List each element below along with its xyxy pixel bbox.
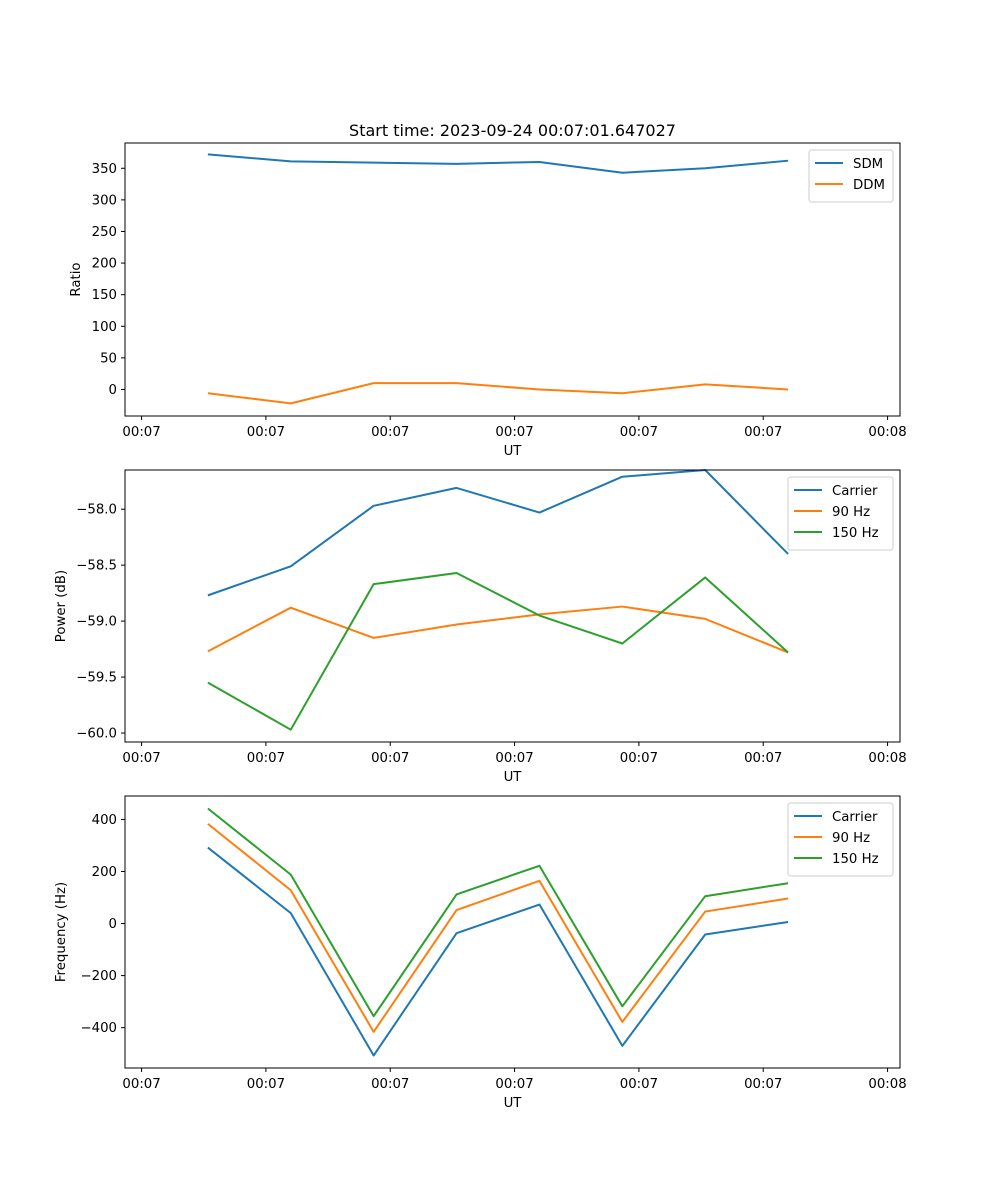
power-x-axis-label: UT [504, 770, 523, 785]
ratio-x-tick-label: 00:07 [371, 425, 409, 440]
frequency-x-tick-label: 00:07 [122, 1077, 160, 1092]
frequency-series-line-150-hz [207, 807, 789, 1018]
ratio-axes-frame [124, 142, 901, 417]
power-x-tick-label: 00:08 [868, 751, 906, 766]
frequency-axes-frame [124, 795, 901, 1069]
frequency-legend-label: 150 Hz [832, 852, 879, 867]
ratio-y-tick-label: 350 [92, 162, 117, 177]
ratio-y-tick-label: 250 [92, 225, 117, 240]
frequency-y-tick-label: 200 [92, 865, 117, 880]
figure-title: Start time: 2023-09-24 00:07:01.647027 [349, 121, 676, 140]
power-axes-frame [124, 469, 901, 743]
power-x-tick-label: 00:07 [495, 751, 533, 766]
ratio-x-tick-label: 00:07 [247, 425, 285, 440]
frequency-y-tick-label: −400 [80, 1021, 117, 1036]
ratio-x-tick-label: 00:07 [122, 425, 160, 440]
frequency-y-tick-label: 0 [109, 917, 117, 932]
power-y-tick-label: −59.0 [76, 615, 117, 630]
ratio-y-tick-label: 50 [100, 351, 117, 366]
power-legend-label: Carrier [832, 484, 878, 499]
ratio-y-tick-label: 100 [92, 320, 117, 335]
ratio-x-tick-label: 00:08 [868, 425, 906, 440]
frequency-y-axis-label: Frequency (Hz) [54, 882, 69, 982]
frequency-legend-label: Carrier [832, 810, 878, 825]
power-legend-label: 150 Hz [832, 526, 879, 541]
power-x-tick-label: 00:07 [122, 751, 160, 766]
ratio-legend: SDM DDM [808, 149, 894, 203]
ratio-y-tick-label: 300 [92, 193, 117, 208]
ratio-y-tick-label: 200 [92, 257, 117, 272]
power-panel: 00:07 00:07 00:07 00:07 00:07 00:07 00:08 −60.0… [54, 469, 907, 785]
ratio-x-tick-label: 00:07 [620, 425, 658, 440]
power-y-axis-label: Power (dB) [54, 570, 69, 642]
power-y-tick-label: −59.5 [76, 671, 117, 686]
frequency-x-tick-label: 00:08 [868, 1077, 906, 1092]
frequency-x-tick-label: 00:07 [620, 1077, 658, 1092]
ratio-y-tick-label: 0 [109, 383, 117, 398]
power-series-line-150-hz [207, 571, 789, 731]
power-x-tick-label: 00:07 [620, 751, 658, 766]
frequency-y-tick-label: 400 [92, 813, 117, 828]
frequency-legend: Carrier 90 Hz 150 Hz [787, 802, 894, 877]
power-legend-label: 90 Hz [832, 505, 870, 520]
power-y-tick-label: −58.5 [76, 559, 117, 574]
power-x-tick-label: 00:07 [744, 751, 782, 766]
power-y-tick-label: −58.0 [76, 503, 117, 518]
ratio-y-tick-label: 150 [92, 288, 117, 303]
frequency-x-tick-label: 00:07 [495, 1077, 533, 1092]
ratio-legend-label: DDM [853, 178, 885, 193]
power-series-line-90-hz [207, 605, 789, 654]
power-legend: Carrier 90 Hz 150 Hz [787, 476, 894, 551]
power-series-line-carrier [207, 469, 789, 597]
ratio-legend-label: SDM [853, 157, 883, 172]
ratio-series-line-ddm [207, 382, 789, 405]
ratio-x-axis-label: UT [504, 444, 523, 459]
power-x-tick-label: 00:07 [371, 751, 409, 766]
ratio-series-line-sdm [207, 153, 789, 174]
ratio-x-tick-label: 00:07 [744, 425, 782, 440]
frequency-x-tick-label: 00:07 [371, 1077, 409, 1092]
ratio-y-axis-label: Ratio [69, 262, 84, 296]
frequency-panel: 00:07 00:07 00:07 00:07 00:07 00:07 00:08 −400 −… [54, 795, 907, 1111]
ratio-panel: 00:07 00:07 00:07 00:07 00:07 00:07 00:08 0 50 10… [69, 142, 907, 459]
power-y-tick-label: −60.0 [76, 727, 117, 742]
power-x-tick-label: 00:07 [247, 751, 285, 766]
frequency-series-line-90-hz [207, 823, 789, 1033]
frequency-x-tick-label: 00:07 [744, 1077, 782, 1092]
frequency-y-tick-label: −200 [80, 969, 117, 984]
frequency-series-line-carrier [207, 846, 789, 1057]
frequency-legend-label: 90 Hz [832, 831, 870, 846]
frequency-x-axis-label: UT [504, 1096, 523, 1111]
ratio-x-tick-label: 00:07 [495, 425, 533, 440]
frequency-x-tick-label: 00:07 [247, 1077, 285, 1092]
